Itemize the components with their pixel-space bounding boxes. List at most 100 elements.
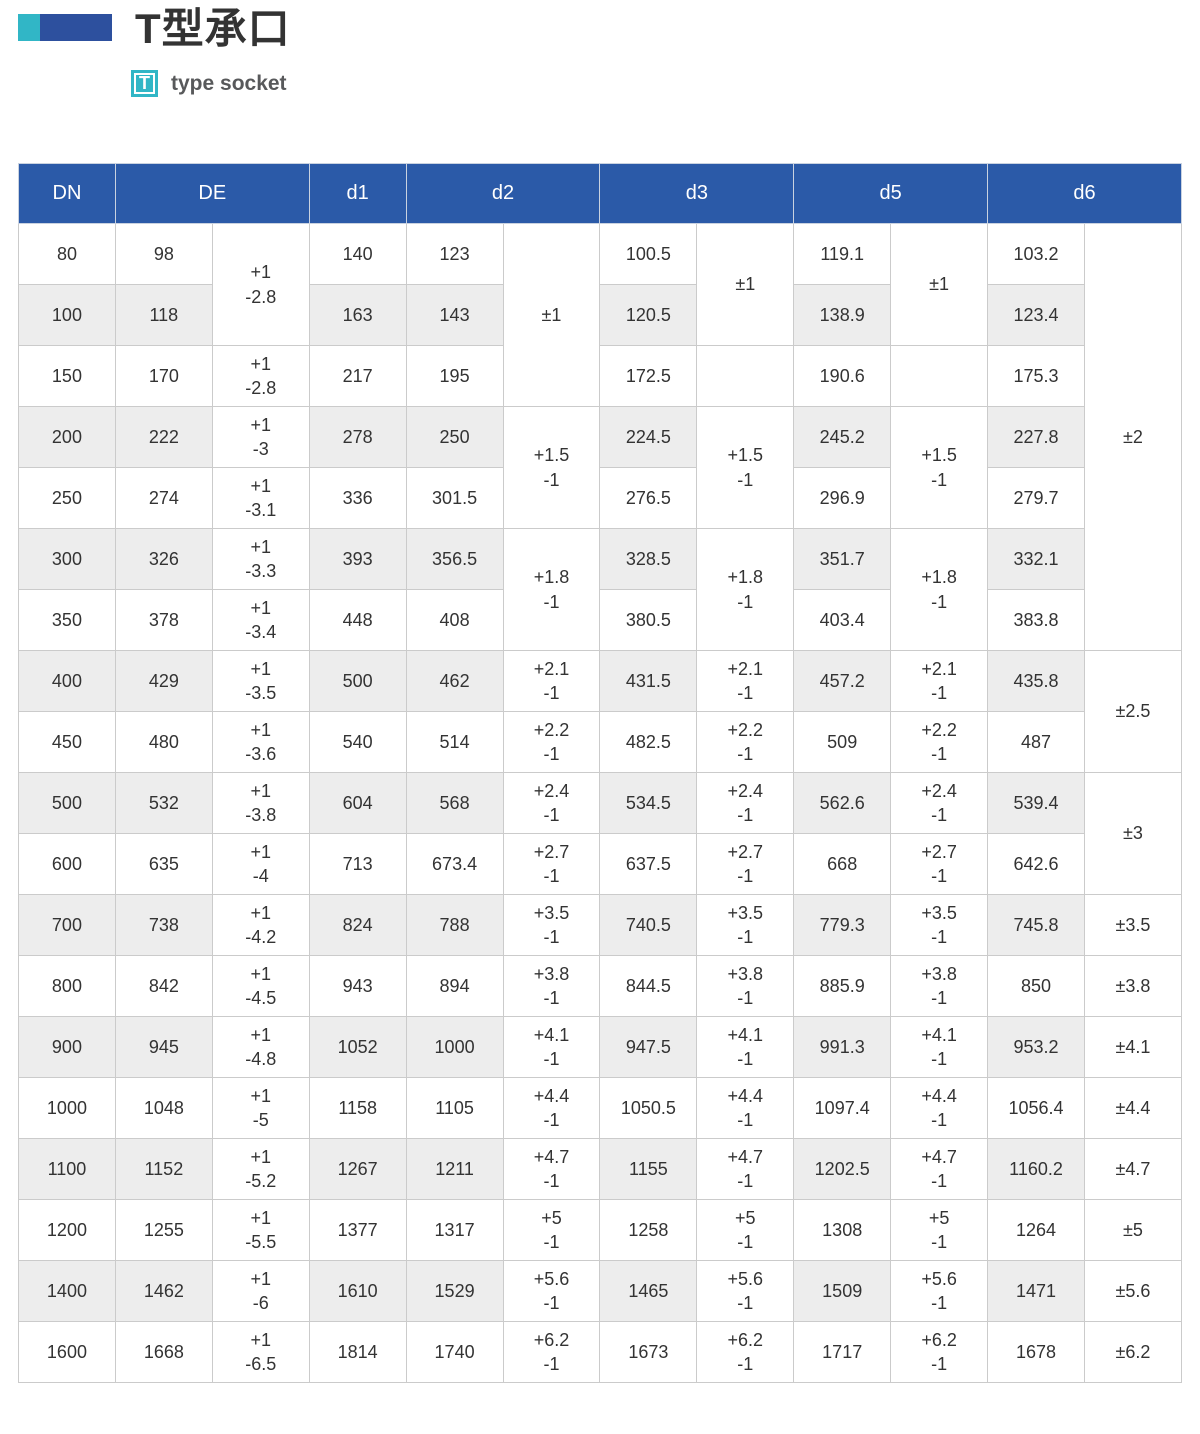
value-cell: 894 [405, 955, 504, 1017]
column-header-d5: d5 [793, 163, 989, 224]
tolerance-cell: +6.2 -1 [502, 1321, 601, 1383]
tolerance-cell [890, 345, 989, 407]
value-cell: 779.3 [793, 894, 892, 956]
value-cell: 1740 [405, 1321, 504, 1383]
value-cell: 850 [987, 955, 1085, 1017]
value-cell: 1529 [405, 1260, 504, 1322]
table-row: 600 635 +1 -4 713 673.4 +2.7 -1 637.5 +2.7 -1 668 +2… [18, 833, 1182, 895]
value-cell: 668 [793, 833, 892, 895]
table-row: 1100 1152 +1 -5.2 1267 1211 +4.7 -1 1155 +4.7 -1 12… [18, 1138, 1183, 1200]
table-row: 80 98 +1 -2.8 140 123 ±1 100.5 ±1 119.1 ±1 103.2 ±2 [18, 223, 1183, 651]
value-cell: 326 [114, 528, 213, 590]
tolerance-cell: +1 -4.2 [211, 894, 310, 956]
value-cell: 276.5 [599, 467, 698, 529]
table-row: 900 945 +1 -4.8 1052 1000 +4.1 -1 947.5 +4.1 -1 991… [18, 1016, 1183, 1078]
value-cell: 900 [18, 1016, 116, 1078]
value-cell: 1717 [793, 1321, 892, 1383]
value-cell: 119.1 [793, 223, 892, 285]
page-subtitle: type socket [171, 71, 287, 95]
table-row: 100 118 163 143 120.5 138.9 123.4 [18, 284, 1182, 346]
tolerance-cell: +3.8 -1 [890, 955, 989, 1017]
value-cell: 1000 [405, 1016, 504, 1078]
tolerance-cell: +2.1 -1 [890, 650, 989, 712]
value-cell: 190.6 [793, 345, 892, 407]
tolerance-cell: +1.5 -1 [502, 406, 601, 529]
value-cell: 1509 [793, 1260, 892, 1322]
value-cell: 1158 [308, 1077, 407, 1139]
tolerance-cell: +3.8 -1 [696, 955, 795, 1017]
value-cell: 393 [308, 528, 407, 590]
value-cell: 403.4 [793, 589, 892, 651]
value-cell: 740.5 [599, 894, 698, 956]
value-cell: 713 [308, 833, 407, 895]
value-cell: 1160.2 [987, 1138, 1085, 1200]
value-cell: 1211 [405, 1138, 504, 1200]
value-cell: 487 [987, 711, 1085, 773]
tolerance-cell: +1.8 -1 [502, 528, 601, 651]
value-cell: 604 [308, 772, 407, 834]
value-cell: 222 [114, 406, 213, 468]
tolerance-cell: ±1 [890, 223, 989, 346]
tolerance-cell: +1 -6.5 [211, 1321, 310, 1383]
tolerance-cell: +6.2 -1 [696, 1321, 795, 1383]
value-cell: 378 [114, 589, 213, 651]
value-cell: 642.6 [987, 833, 1085, 895]
tolerance-cell: ±3.8 [1083, 955, 1183, 1017]
value-cell: 1105 [405, 1077, 504, 1139]
tolerance-cell: +4.4 -1 [890, 1077, 989, 1139]
value-cell: 534.5 [599, 772, 698, 834]
socket-dimension-table: DN DE d1 d2 d3 d5 d6 80 98 +1 -2.8 140 123 ±1 100.5 ±1… [18, 163, 1183, 1383]
accent-teal-block [18, 14, 40, 41]
value-cell: 1052 [308, 1016, 407, 1078]
page-subtitle-row: T type socket [131, 70, 1182, 97]
tolerance-cell: ±2 [1083, 223, 1183, 651]
table-row: 300 326 +1 -3.3 393 356.5 +1.8 -1 328.5 +1.8 -1 351… [18, 528, 1182, 651]
value-cell: 400 [18, 650, 116, 712]
tolerance-cell: +6.2 -1 [890, 1321, 989, 1383]
tolerance-cell: +2.2 -1 [696, 711, 795, 773]
tolerance-cell: +2.7 -1 [890, 833, 989, 895]
value-cell: 745.8 [987, 894, 1085, 956]
value-cell: 1202.5 [793, 1138, 892, 1200]
tolerance-cell: +4.7 -1 [890, 1138, 989, 1200]
value-cell: 600 [18, 833, 116, 895]
table-row: 450 480 +1 -3.6 540 514 +2.2 -1 482.5 +2.2 -1 509 +2… [18, 711, 1182, 773]
tolerance-cell: +1 -3.6 [211, 711, 310, 773]
value-cell: 328.5 [599, 528, 698, 590]
table-row: 250 274 +1 -3.1 336 301.5 276.5 296.9 279.7 [18, 467, 1182, 529]
value-cell: 1097.4 [793, 1077, 892, 1139]
value-cell: 943 [308, 955, 407, 1017]
tolerance-cell: +1 -5 [211, 1077, 310, 1139]
value-cell: 1200 [18, 1199, 116, 1261]
tolerance-cell: +2.2 -1 [502, 711, 601, 773]
value-cell: 1471 [987, 1260, 1085, 1322]
tolerance-cell: ±4.1 [1083, 1016, 1183, 1078]
value-cell: 1258 [599, 1199, 698, 1261]
accent-navy-block [40, 14, 112, 41]
value-cell: 1000 [18, 1077, 116, 1139]
value-cell: 100 [18, 284, 116, 346]
value-cell: 120.5 [599, 284, 698, 346]
column-header-de: DE [114, 163, 310, 224]
value-cell: 448 [308, 589, 407, 651]
table-row: 400 429 +1 -3.5 500 462 +2.1 -1 431.5 +2.1 -1 457.2… [18, 650, 1183, 773]
value-cell: 637.5 [599, 833, 698, 895]
column-header-d2: d2 [405, 163, 601, 224]
value-cell: 80 [18, 223, 116, 285]
value-cell: 351.7 [793, 528, 892, 590]
value-cell: 568 [405, 772, 504, 834]
value-cell: 250 [18, 467, 116, 529]
value-cell: 1152 [114, 1138, 213, 1200]
value-cell: 1317 [405, 1199, 504, 1261]
tolerance-cell: ±1 [502, 223, 601, 407]
tolerance-cell: +3.5 -1 [696, 894, 795, 956]
tolerance-cell: +4.4 -1 [696, 1077, 795, 1139]
tolerance-cell: +1 -2.8 [211, 223, 310, 346]
value-cell: 123 [405, 223, 504, 285]
value-cell: 480 [114, 711, 213, 773]
value-cell: 1308 [793, 1199, 892, 1261]
table-row: 350 378 +1 -3.4 448 408 380.5 403.4 383.8 [18, 589, 1182, 651]
value-cell: 103.2 [987, 223, 1085, 285]
tolerance-cell: +4.4 -1 [502, 1077, 601, 1139]
tolerance-cell: ±3 [1083, 772, 1183, 895]
